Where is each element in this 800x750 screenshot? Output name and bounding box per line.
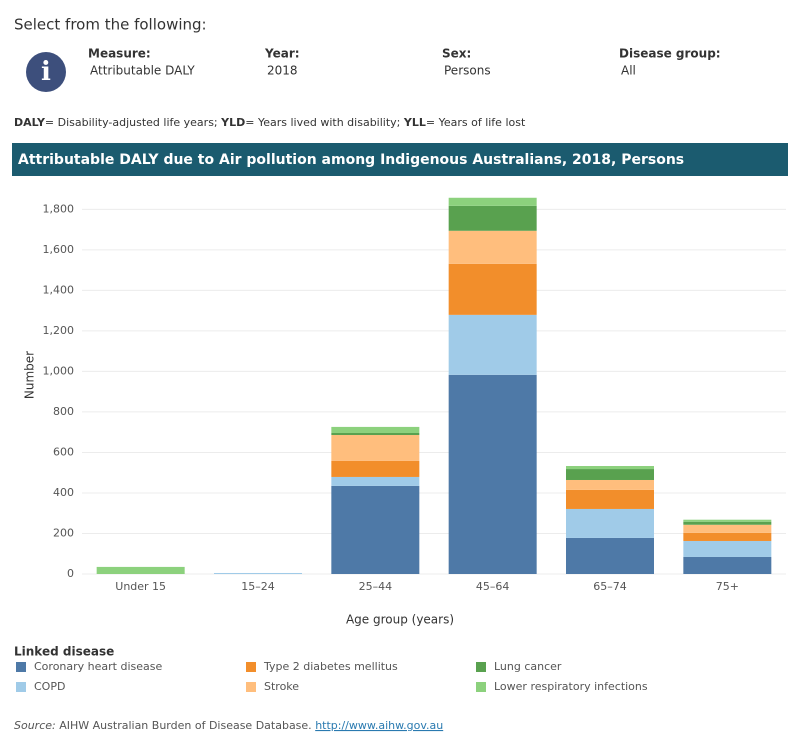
source-text: AIHW Australian Burden of Disease Databa…: [59, 719, 311, 732]
bar-segment: [331, 485, 420, 574]
y-tick-label: 600: [53, 445, 74, 458]
y-tick-label: 0: [67, 567, 74, 580]
bar-segment: [448, 205, 537, 231]
legend-label: COPD: [34, 680, 65, 693]
bar-segment: [448, 197, 537, 206]
y-tick-label: 200: [53, 526, 74, 539]
bar-segment: [683, 519, 772, 522]
footnote-part: YLL: [403, 116, 426, 129]
bar-segment: [448, 374, 537, 574]
source: Source: AIHW Australian Burden of Diseas…: [14, 719, 443, 732]
y-tick-label: 800: [53, 405, 74, 418]
footnote-part: YLD: [220, 116, 245, 129]
bar-segment: [683, 532, 772, 541]
x-tick-label: 25–44: [359, 580, 393, 593]
bar-segment: [331, 476, 420, 486]
info-icon: [26, 52, 66, 92]
bar-segment: [683, 521, 772, 525]
y-tick-label: 1,200: [43, 324, 75, 337]
field-value: 2018: [267, 64, 298, 78]
bar-segment: [448, 263, 537, 315]
bar-segment: [566, 469, 654, 480]
legend-swatch: [476, 662, 486, 672]
field-value: Attributable DALY: [90, 64, 195, 78]
y-tick-label: 400: [53, 486, 74, 499]
bar-segment: [683, 556, 772, 574]
footnote-part: = Years lived with disability;: [245, 116, 404, 129]
x-tick-label: 75+: [716, 580, 739, 593]
footnote: DALY= Disability-adjusted life years; YL…: [14, 116, 526, 129]
y-tick-label: 1,400: [43, 283, 75, 296]
legend-label: Lung cancer: [494, 660, 562, 673]
bar-segment: [448, 314, 537, 375]
footnote-part: = Years of life lost: [426, 116, 526, 129]
chart-title: Attributable DALY due to Air pollution a…: [18, 152, 684, 168]
legend-swatch: [16, 662, 26, 672]
bar-segment: [566, 479, 654, 490]
x-tick-label: Under 15: [115, 580, 166, 593]
x-tick-label: 65–74: [593, 580, 627, 593]
bar-segment: [566, 489, 654, 509]
field-label: Year:: [264, 47, 300, 61]
bar-segment: [331, 426, 420, 433]
x-tick-label: 45–64: [476, 580, 510, 593]
x-tick-label: 15–24: [241, 580, 275, 593]
field-label: Measure:: [88, 47, 151, 61]
legend-label: Stroke: [264, 680, 299, 693]
legend-title: Linked disease: [14, 645, 114, 659]
legend-swatch: [246, 682, 256, 692]
footnote-part: = Disability-adjusted life years;: [45, 116, 221, 129]
field-value: All: [621, 64, 636, 78]
legend-swatch: [476, 682, 486, 692]
legend-swatch: [246, 662, 256, 672]
legend-swatch: [16, 682, 26, 692]
y-tick-label: 1,600: [43, 243, 75, 256]
bar-segment: [331, 460, 420, 477]
bar-segment: [566, 508, 654, 538]
bar-segment: [448, 230, 537, 264]
bar-segment: [683, 540, 772, 557]
field-label: Sex:: [442, 47, 471, 61]
bar-segment: [96, 566, 185, 574]
bar-segment: [331, 432, 420, 436]
prompt: Select from the following:: [14, 16, 207, 34]
y-tick-label: 1,000: [43, 364, 75, 377]
bar-segment: [331, 435, 420, 461]
field-value: Persons: [444, 64, 491, 78]
title-bar: [12, 143, 788, 176]
source-link[interactable]: http://www.aihw.gov.au: [315, 719, 443, 732]
y-tick-label: 1,800: [43, 202, 75, 215]
x-axis-title: Age group (years): [346, 613, 454, 627]
field-label: Disease group:: [619, 47, 721, 61]
bar-segment: [566, 537, 654, 574]
legend-label: Coronary heart disease: [34, 660, 162, 673]
info-icon-glyph: i: [41, 57, 51, 87]
y-axis-title: Number: [23, 351, 37, 399]
legend-label: Type 2 diabetes mellitus: [263, 660, 398, 673]
footnote-part: DALY: [14, 116, 46, 129]
bar-segment: [683, 524, 772, 533]
legend-label: Lower respiratory infections: [494, 680, 648, 693]
bar-segment: [214, 572, 302, 574]
source-label: Source:: [14, 719, 56, 732]
bar-segment: [566, 466, 654, 470]
